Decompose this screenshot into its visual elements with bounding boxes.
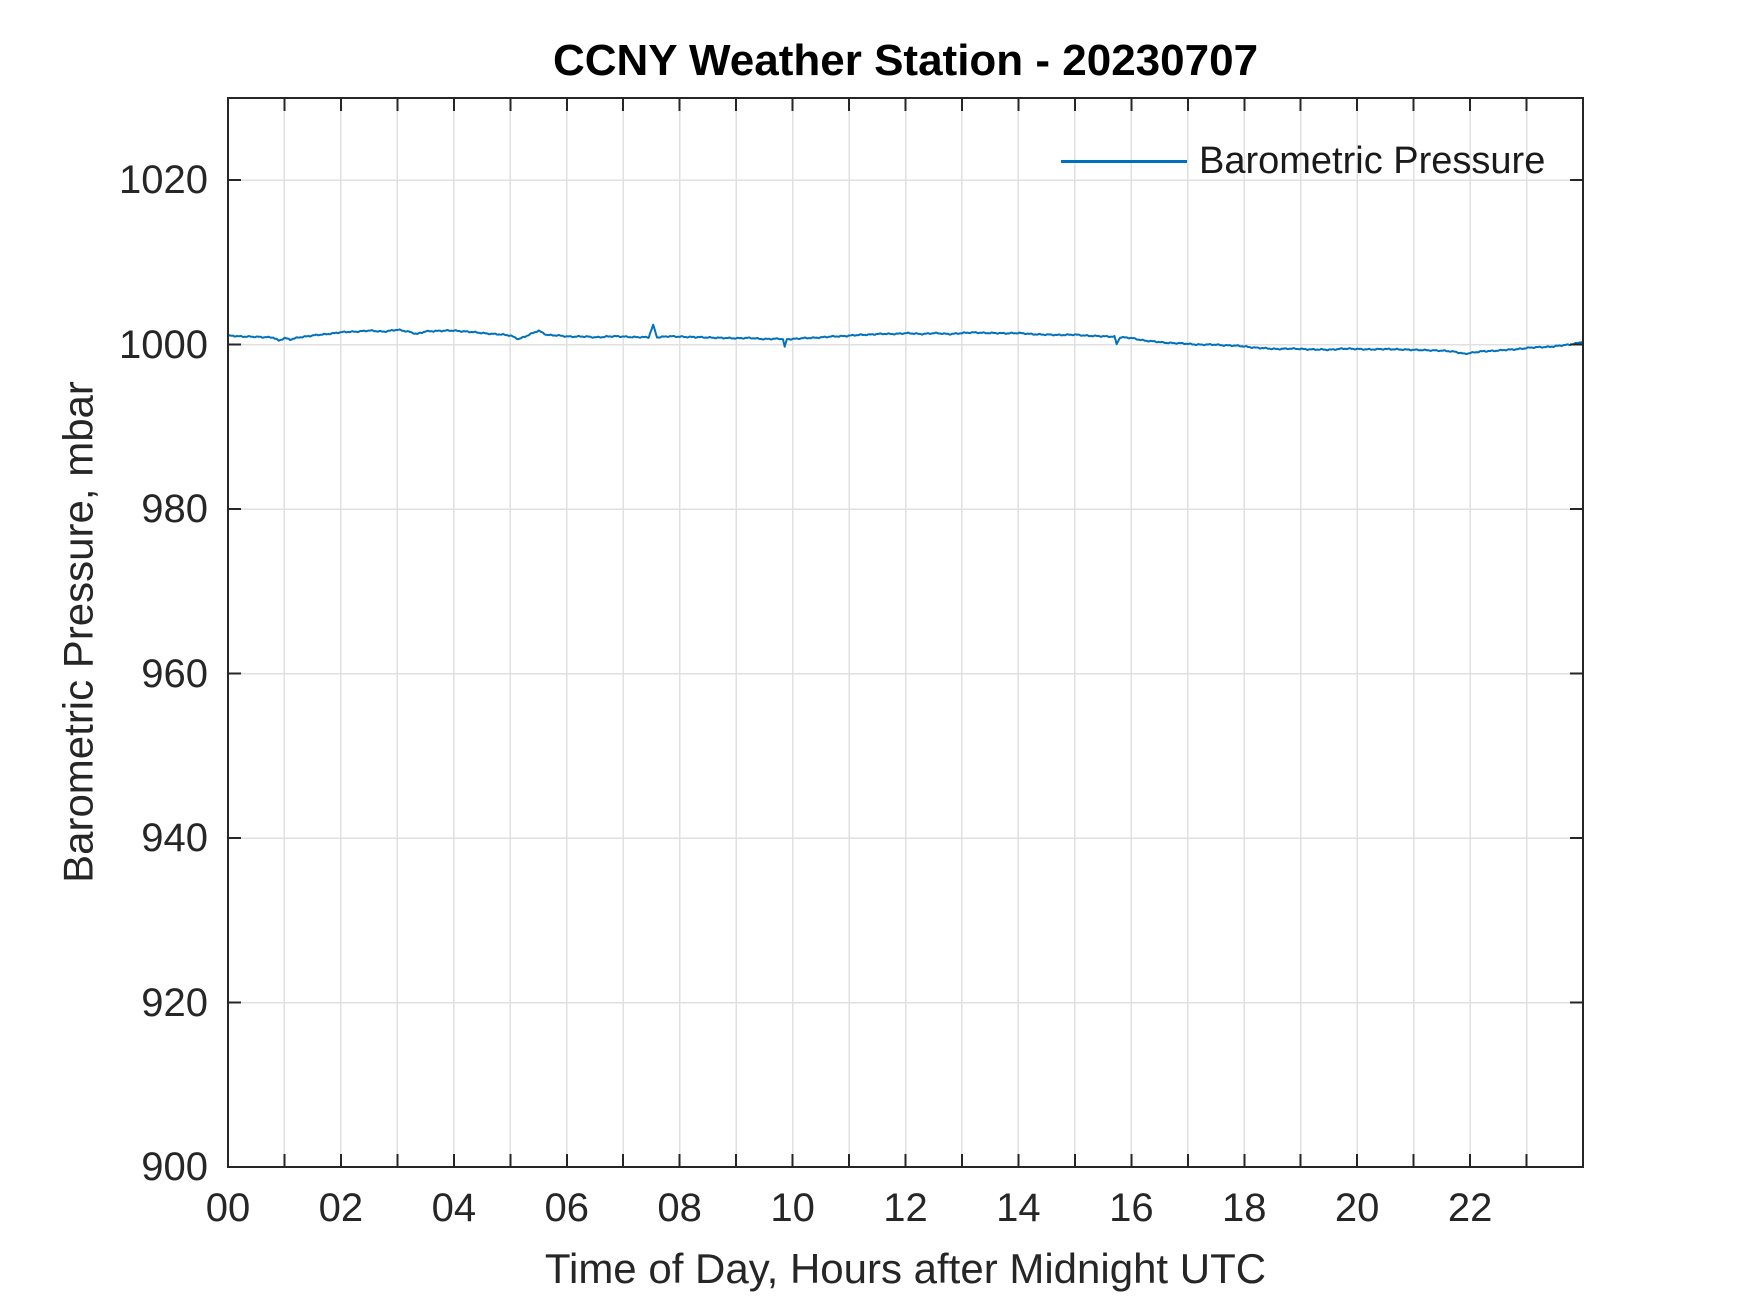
pressure-line	[227, 323, 1584, 356]
data-series-layer	[227, 323, 1584, 356]
x-tick-label: 16	[1109, 1186, 1154, 1230]
x-tick-label: 12	[883, 1186, 928, 1230]
chart-title: CCNY Weather Station - 20230707	[552, 36, 1259, 85]
y-tick-label: 980	[141, 487, 208, 532]
axes-frame-box	[227, 97, 1584, 1168]
y-tick-label: 1020	[119, 158, 208, 203]
legend: Barometric Pressure	[1061, 140, 1545, 182]
grid-lines	[228, 98, 1583, 1167]
x-tick-label: 04	[431, 1186, 477, 1230]
y-tick-label: 920	[141, 980, 208, 1025]
x-tick-label: 06	[544, 1186, 590, 1230]
y-tick-label: 900	[141, 1145, 208, 1189]
x-tick-label: 14	[996, 1186, 1041, 1230]
x-tick-label: 22	[1447, 1186, 1493, 1230]
x-tick-label: 20	[1334, 1186, 1380, 1230]
x-axis-label: Time of Day, Hours after Midnight UTC	[544, 1245, 1267, 1292]
x-tick-label: 02	[318, 1186, 364, 1230]
x-tick-label: 00	[205, 1186, 251, 1230]
y-tick-label: 960	[141, 651, 208, 696]
legend-label: Barometric Pressure	[1199, 140, 1546, 182]
y-tick-label: 940	[141, 816, 208, 861]
x-tick-label: 08	[657, 1186, 702, 1230]
legend-line-sample-icon	[1061, 159, 1187, 163]
x-tick-label: 10	[770, 1186, 815, 1230]
x-tick-label: 18	[1222, 1186, 1267, 1230]
y-tick-label: 1000	[119, 322, 208, 367]
